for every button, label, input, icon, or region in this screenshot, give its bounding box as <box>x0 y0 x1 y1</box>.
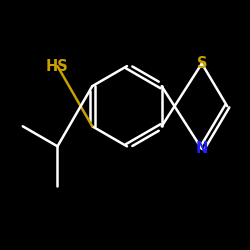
Text: S: S <box>196 56 207 71</box>
Text: HS: HS <box>46 58 69 74</box>
Text: N: N <box>196 142 208 156</box>
